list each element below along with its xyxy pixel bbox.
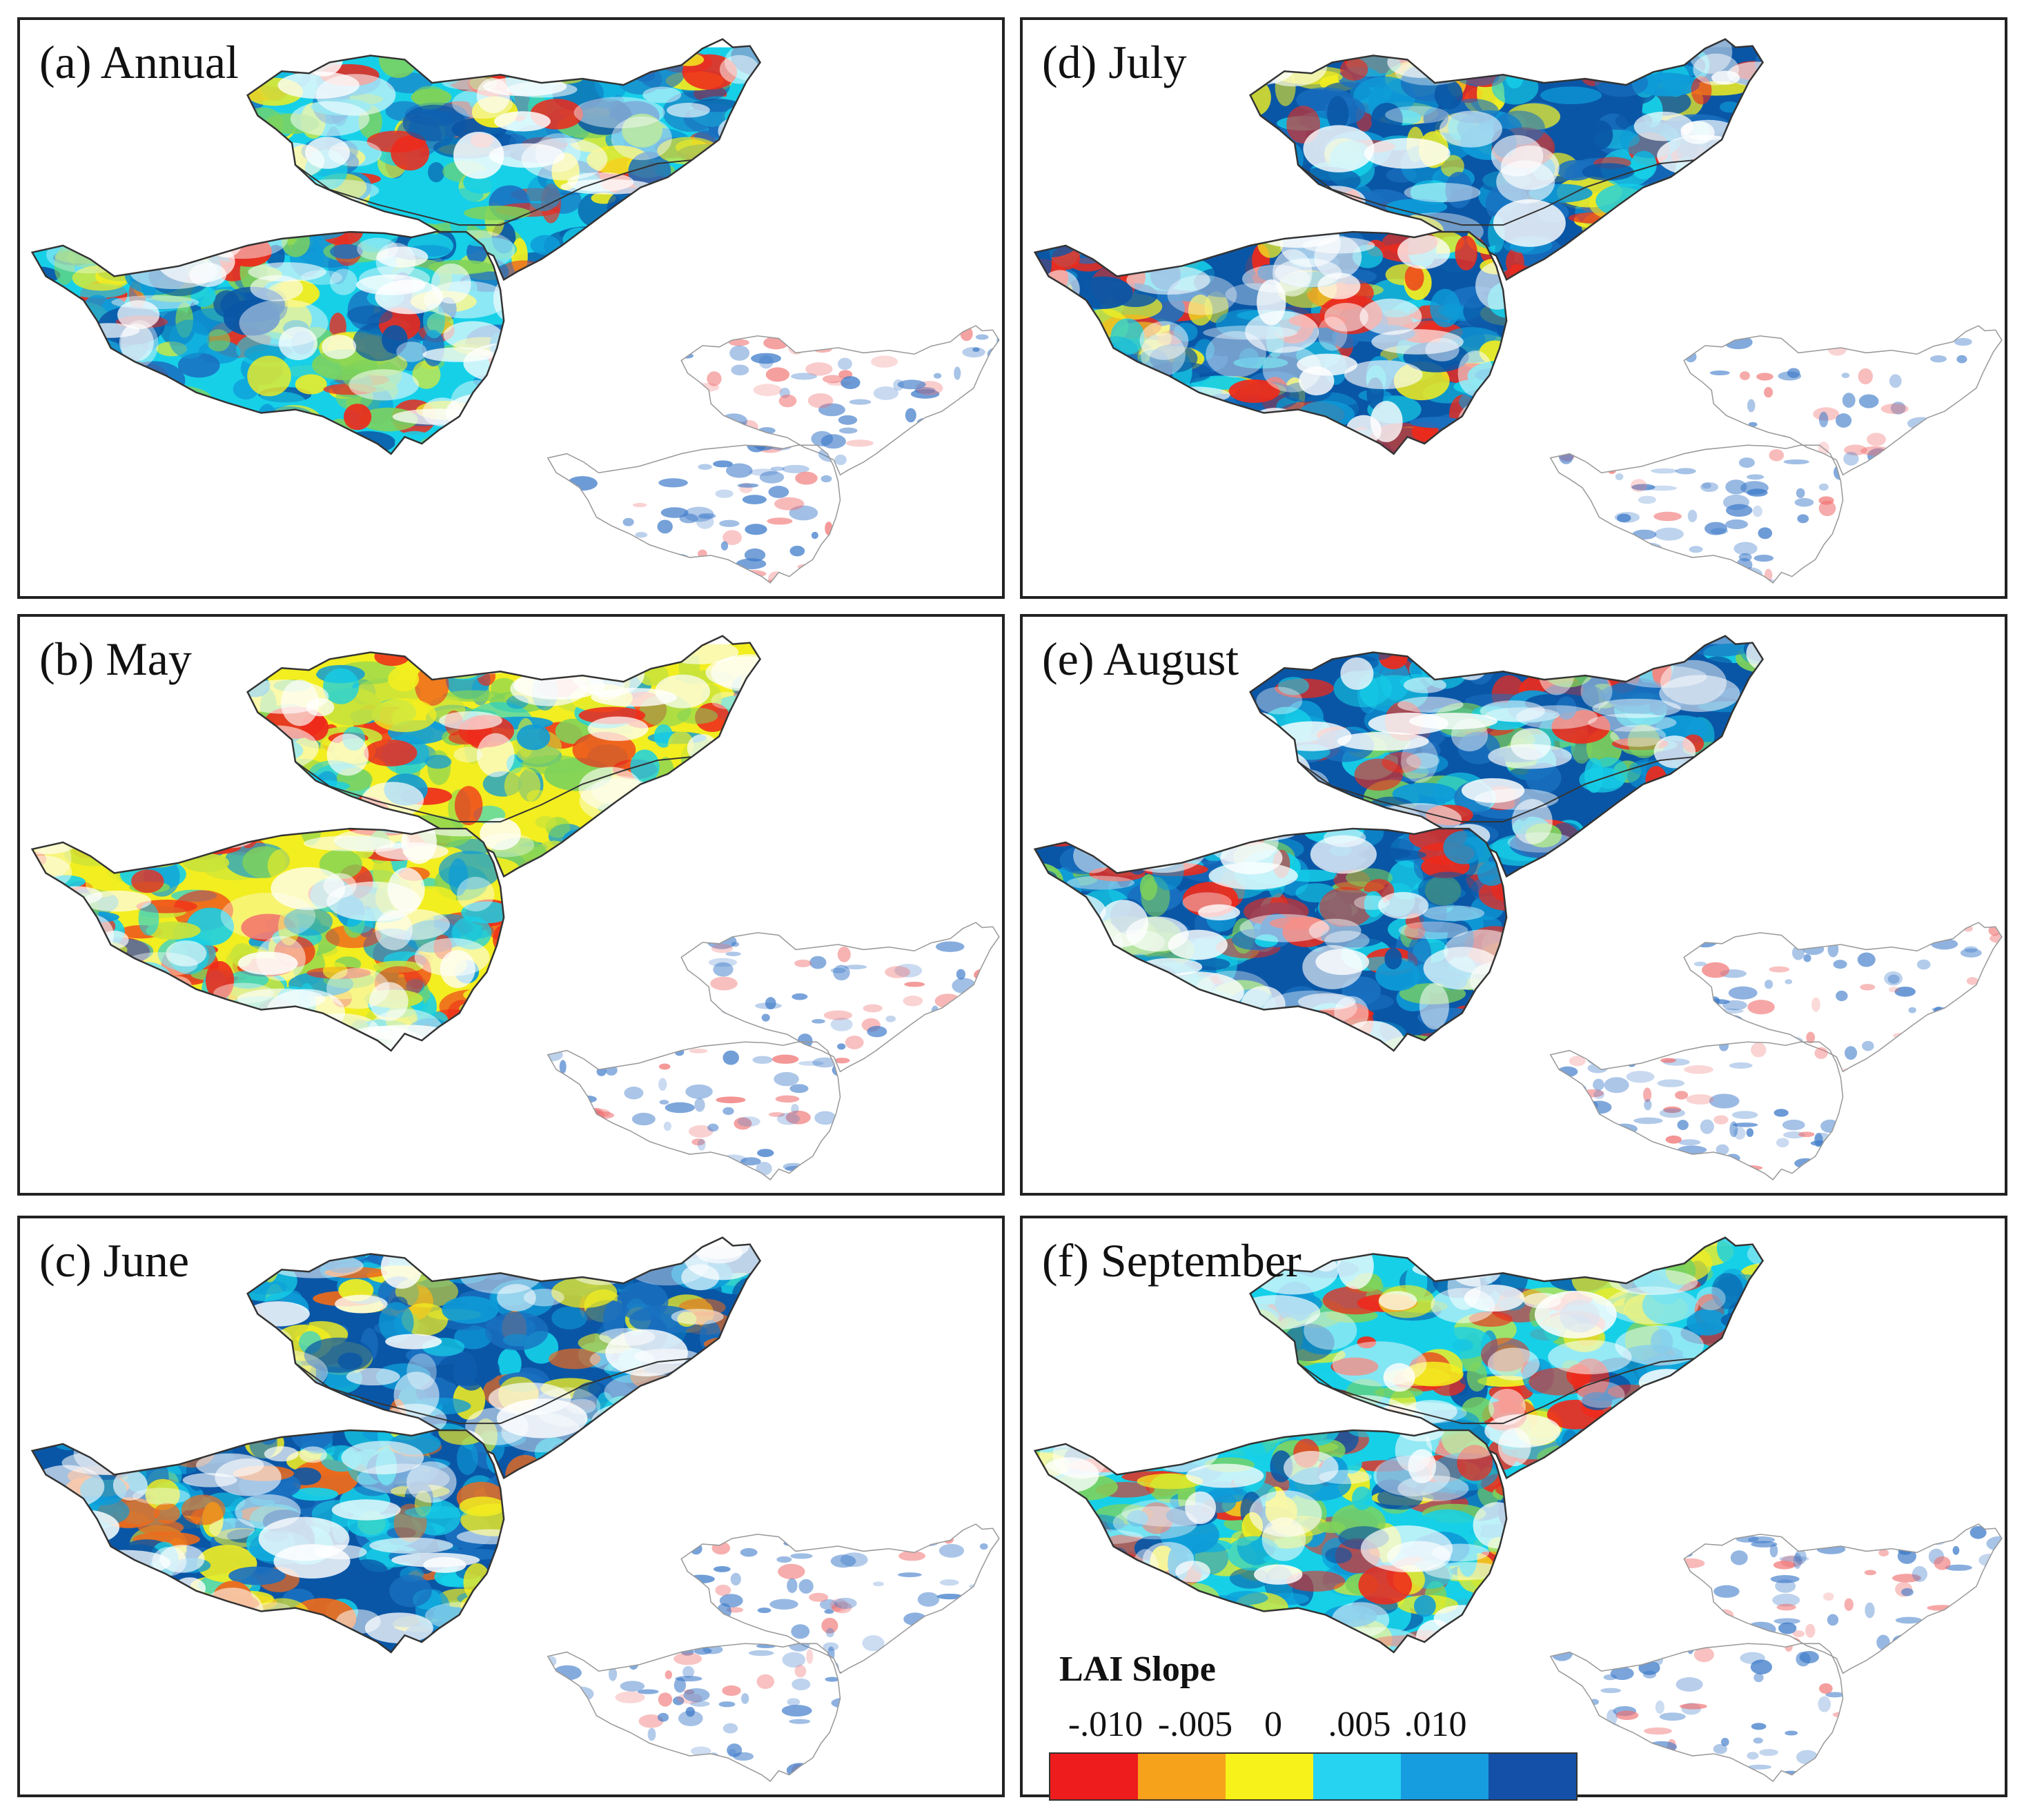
legend: LAI Slope -.010 -.005 0 .005 .010 <box>1042 1649 1587 1814</box>
legend-swatch <box>1226 1754 1313 1799</box>
panel-title: (a) Annual <box>39 36 239 88</box>
map-region-fill <box>1034 1430 1507 1652</box>
inset-map <box>547 922 1000 1180</box>
legend-swatch <box>1313 1754 1401 1799</box>
legend-swatch <box>1138 1754 1226 1799</box>
legend-colorbar <box>1049 1752 1578 1801</box>
inset-map <box>547 325 1000 584</box>
border-line <box>1297 159 1695 226</box>
region-outline <box>246 1236 762 1480</box>
border-line <box>295 1358 692 1425</box>
region-outline <box>1249 1236 1765 1480</box>
region-outline <box>1249 635 1765 878</box>
panel-september: (f) September <box>1020 1216 2007 1797</box>
legend-swatch <box>1401 1754 1488 1799</box>
map-region-fill <box>32 1430 504 1652</box>
map-annual <box>30 38 1000 584</box>
border-line <box>1297 756 1695 823</box>
region-outline <box>30 827 505 1052</box>
border-line <box>295 756 692 823</box>
legend-title: LAI Slope <box>1059 1650 1216 1689</box>
panel-july: (d) July <box>1020 17 2007 599</box>
panel-title: (e) August <box>1042 633 1239 685</box>
legend-swatch <box>1050 1754 1138 1799</box>
map-september <box>1033 1236 2003 1782</box>
region-outline <box>30 1429 505 1654</box>
map-july <box>1033 38 2003 584</box>
inset-map <box>1549 325 2003 584</box>
panel-may: (b) May <box>17 614 1005 1196</box>
region-outline <box>1249 38 1765 281</box>
panel-title: (f) September <box>1042 1234 1301 1287</box>
map-region-fill <box>1034 232 1507 454</box>
region-outline <box>246 635 762 878</box>
border-line <box>1297 1358 1695 1425</box>
inset-map <box>547 1523 1000 1782</box>
legend-swatch <box>1488 1754 1576 1799</box>
region-outline <box>246 38 762 281</box>
panel-annual: (a) Annual <box>17 17 1005 599</box>
inset-map <box>1549 922 2003 1180</box>
panel-august: (e) August <box>1020 614 2007 1196</box>
map-region-fill <box>32 232 504 454</box>
map-region-fill <box>1034 829 1507 1051</box>
map-august <box>1033 635 2003 1180</box>
legend-tick: .010 <box>1404 1705 1467 1744</box>
panel-title: (d) July <box>1042 36 1187 88</box>
map-june <box>30 1236 1000 1782</box>
region-outline <box>30 230 505 455</box>
region-outline <box>1033 230 1508 455</box>
region-outline <box>1033 827 1508 1052</box>
legend-tick: -.010 <box>1068 1705 1143 1744</box>
inset-map <box>1549 1523 2003 1782</box>
legend-tick: .005 <box>1328 1705 1391 1744</box>
panel-title: (b) May <box>39 633 192 685</box>
map-region-fill <box>32 829 504 1051</box>
legend-tick: -.005 <box>1157 1705 1233 1744</box>
legend-tick: 0 <box>1264 1705 1282 1744</box>
panel-june: (c) June <box>17 1216 1005 1797</box>
region-outline <box>1033 1429 1508 1654</box>
border-line <box>295 159 692 226</box>
panel-title: (c) June <box>39 1234 190 1287</box>
map-may <box>30 635 1000 1180</box>
